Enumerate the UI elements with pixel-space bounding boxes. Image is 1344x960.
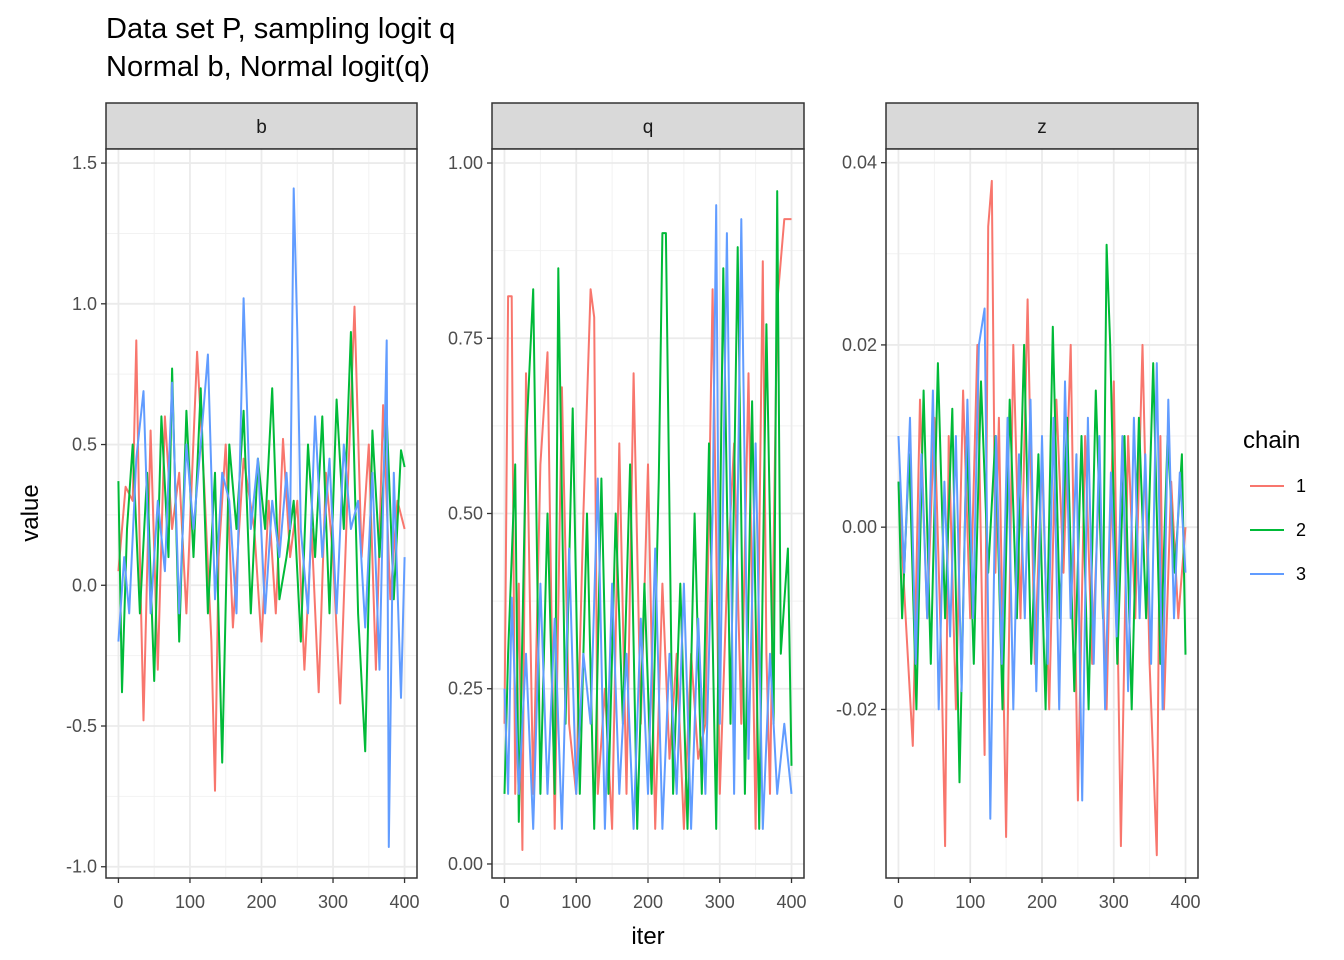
x-tick-label: 200 xyxy=(246,892,276,912)
y-tick-label: -0.02 xyxy=(836,699,877,719)
x-tick-label: 400 xyxy=(776,892,806,912)
y-tick-label: 1.0 xyxy=(72,294,97,314)
x-tick-label: 300 xyxy=(705,892,735,912)
y-tick-label: 1.5 xyxy=(72,153,97,173)
chart-title-line-2: Normal b, Normal logit(q) xyxy=(106,51,430,83)
legend: chain 1 2 3 xyxy=(1243,427,1306,584)
y-tick-label: 0.00 xyxy=(448,854,483,874)
x-axis-title: iter xyxy=(631,923,664,950)
y-tick-label: 0.5 xyxy=(72,435,97,455)
x-tick-label: 200 xyxy=(633,892,663,912)
series-line-chain-2 xyxy=(897,243,1187,784)
strip-label-q: q xyxy=(643,117,654,138)
panel-z: z -0.02 0.00 0.02 0.04 0 100 200 300 400 xyxy=(836,102,1201,912)
legend-title: chain xyxy=(1243,427,1300,454)
series-line-chain-2 xyxy=(503,190,793,830)
strip-label-b: b xyxy=(256,117,267,138)
y-tick-label: -1.0 xyxy=(66,857,97,877)
y-tick-label: 0.25 xyxy=(448,679,483,699)
series-line-chain-3 xyxy=(503,204,793,830)
y-tick-label: 0.50 xyxy=(448,504,483,524)
y-tick-label: 0.04 xyxy=(842,153,877,173)
x-tick-label: 400 xyxy=(1170,892,1200,912)
x-tick-label: 0 xyxy=(499,892,509,912)
x-tick-label: 100 xyxy=(955,892,985,912)
x-tick-label: 100 xyxy=(561,892,591,912)
x-tick-label: 100 xyxy=(175,892,205,912)
x-tick-label: 200 xyxy=(1027,892,1057,912)
legend-label-chain-1: 1 xyxy=(1296,476,1306,496)
y-tick-label: -0.5 xyxy=(66,716,97,736)
y-tick-label: 0.0 xyxy=(72,575,97,595)
strip-label-z: z xyxy=(1037,117,1047,138)
chart-title-line-1: Data set P, sampling logit q xyxy=(106,13,456,45)
strip-background-z xyxy=(885,102,1199,150)
x-tick-label: 400 xyxy=(390,892,420,912)
panel-q: q 0.00 0.25 0.50 0.75 1.00 0 100 200 300 400 xyxy=(448,102,807,912)
y-tick-label: 1.00 xyxy=(448,153,483,173)
strip-background-q xyxy=(491,102,805,150)
y-tick-label: 0.02 xyxy=(842,335,877,355)
y-axis-title: value xyxy=(17,484,44,541)
x-tick-label: 300 xyxy=(1099,892,1129,912)
series-line-chain-3 xyxy=(117,187,406,848)
series-line-chain-3 xyxy=(897,307,1187,820)
legend-label-chain-3: 3 xyxy=(1296,564,1306,584)
y-tick-label: 0.00 xyxy=(842,517,877,537)
x-tick-label: 0 xyxy=(113,892,123,912)
x-tick-label: 300 xyxy=(318,892,348,912)
panel-b: b -1.0 -0.5 0.0 0.5 1.0 1.5 0 100 200 300 400 xyxy=(66,102,420,912)
series-line-chain-1 xyxy=(117,305,406,792)
y-tick-label: 0.75 xyxy=(448,328,483,348)
legend-label-chain-2: 2 xyxy=(1296,520,1306,540)
x-tick-label: 0 xyxy=(893,892,903,912)
